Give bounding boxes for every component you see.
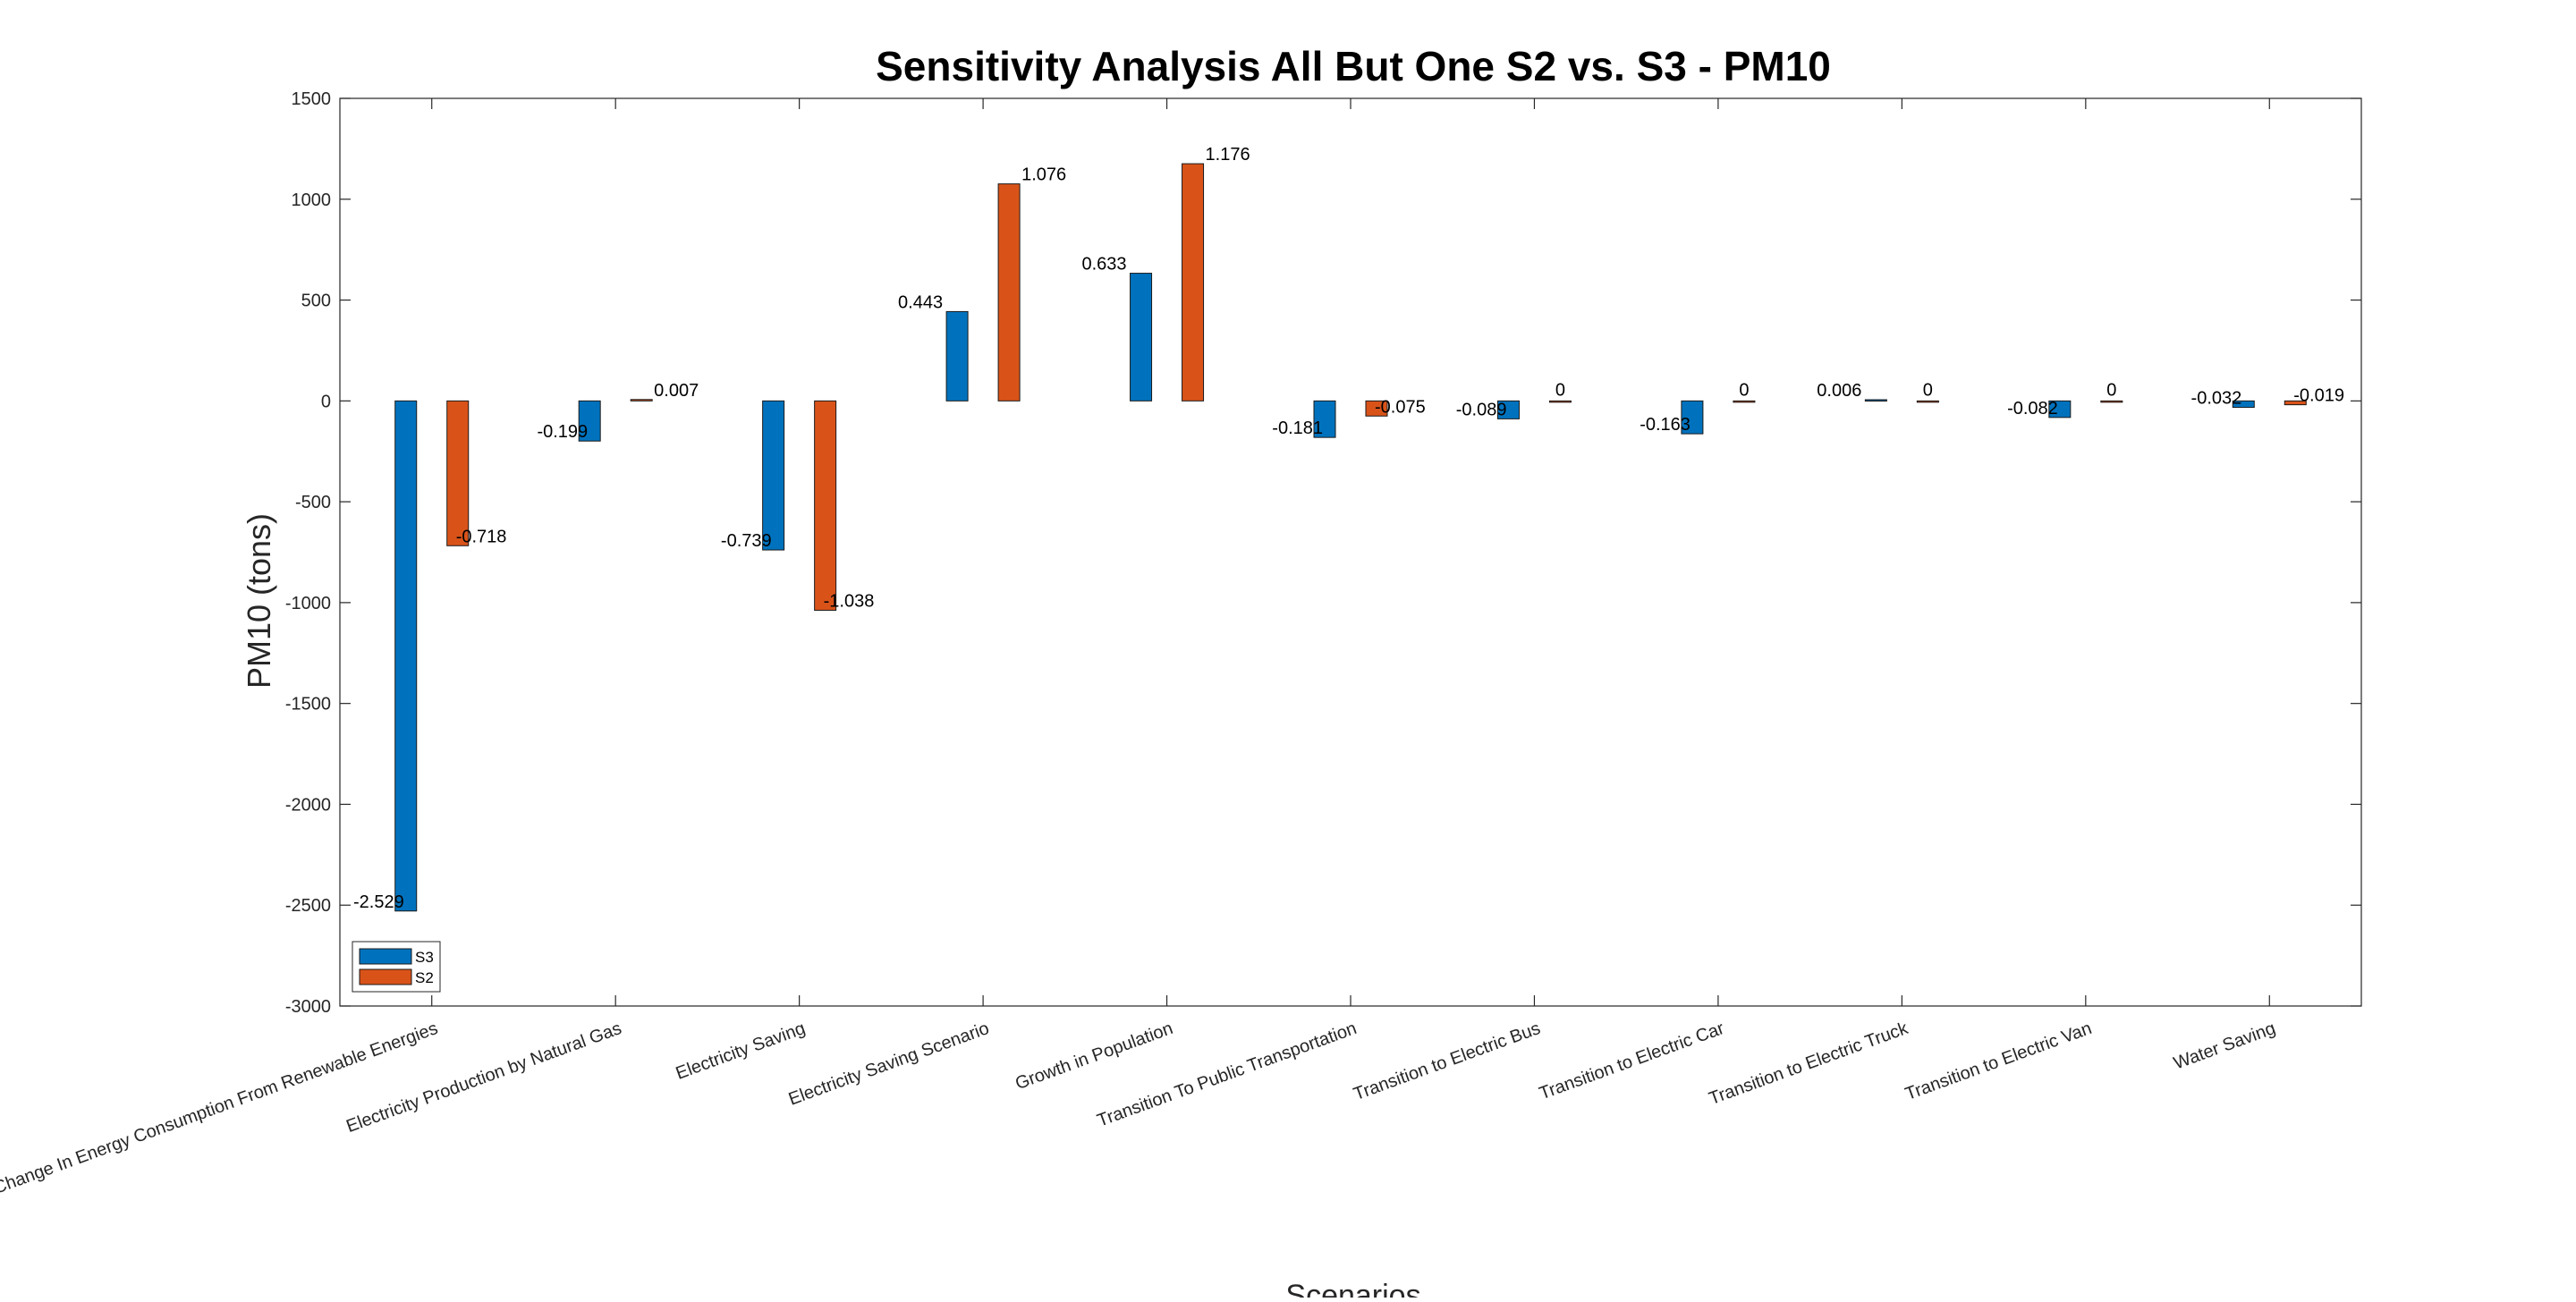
data-label-s2: 0 [1555, 380, 1565, 400]
data-label-s2: 1.176 [1206, 145, 1250, 165]
y-tick-label: 1500 [292, 89, 332, 109]
bar-s3 [2232, 400, 2255, 409]
data-label-s3: -0.082 [2007, 399, 2058, 418]
x-tick-label: Electricity Saving [674, 1019, 809, 1084]
plot-area: -3000 -2500 -2000 -1500 -1000 -500 0 500 1000 150… [0, 89, 2362, 1198]
data-label-s3: -0.089 [1456, 400, 1507, 419]
x-tick-label: Transition to Electric Truck [1707, 1019, 1911, 1109]
bar-s3 [1681, 400, 1704, 435]
bar-s3 [945, 310, 969, 402]
data-label-s3: -0.199 [537, 422, 588, 442]
data-label-s2: 1.076 [1021, 165, 1066, 185]
data-label-s3: 0.443 [898, 292, 943, 312]
x-tick-label: Transition to Electric Bus [1351, 1019, 1543, 1104]
x-tick-label: Water Saving [2171, 1019, 2278, 1073]
y-tick-label: -1500 [285, 695, 331, 714]
bar-s3 [2048, 400, 2072, 418]
legend-swatch-s3 [359, 948, 412, 965]
bar-s2 [997, 183, 1021, 402]
y-tick-label: -2500 [285, 896, 331, 916]
legend-label-s3: S3 [415, 949, 434, 966]
bar-s2 [1733, 400, 1756, 403]
bar-s2 [630, 399, 653, 402]
bar-s2 [814, 400, 837, 611]
bar-s3 [1496, 400, 1520, 419]
x-tick-label: Transition to Electric Car [1537, 1019, 1727, 1103]
x-axis-label: Scenarios [1285, 1279, 1420, 1298]
y-tick-label: 500 [301, 292, 331, 311]
bar-s2 [2100, 400, 2123, 403]
bar-s3 [1864, 399, 1887, 402]
data-label-s3: -0.032 [2191, 389, 2242, 409]
legend-swatch-s2 [359, 968, 412, 985]
x-tick-label: Electricity Saving Scenario [786, 1019, 992, 1110]
bar-s3 [1130, 273, 1153, 402]
bar-s2 [1365, 400, 1388, 417]
y-tick-label: -1000 [285, 594, 331, 613]
data-label-s3: -0.739 [721, 531, 772, 551]
bar-s2 [1916, 400, 1939, 403]
y-tick-label: 0 [321, 392, 331, 411]
data-label-s2: 0 [1923, 380, 1933, 400]
x-tick-label: Transition to Electric Van [1902, 1019, 2094, 1104]
y-tick-label: -500 [295, 493, 331, 512]
data-label-s2: 0.007 [654, 381, 699, 401]
x-tick-label: Growth in Population [1013, 1019, 1175, 1094]
bar-s3 [578, 400, 601, 442]
bar-s3 [762, 400, 785, 551]
bar-s3 [394, 400, 418, 912]
bar-s3 [1313, 400, 1336, 438]
data-label-s2: -1.038 [824, 591, 875, 611]
data-label-s2: -0.718 [456, 527, 507, 546]
data-label-s3: -0.181 [1272, 418, 1323, 438]
plot-frame [339, 97, 2362, 1007]
y-tick-label: -3000 [285, 997, 331, 1017]
data-label-s3: -2.529 [353, 892, 404, 912]
y-tick-label: -2000 [285, 795, 331, 815]
bar-s2 [2284, 400, 2307, 406]
bar-s2 [1548, 400, 1572, 403]
data-label-s2: 0 [1739, 380, 1749, 400]
y-tick-label: 1000 [292, 190, 332, 210]
legend-label-s2: S2 [415, 969, 434, 986]
data-label-s2: 0 [2106, 380, 2116, 400]
data-label-s3: -0.163 [1640, 415, 1690, 435]
data-label-s2: -0.019 [2293, 386, 2344, 406]
bar-s2 [446, 400, 470, 546]
y-axis-label: PM10 (tons) [241, 513, 277, 689]
bar-s2 [1182, 163, 1205, 402]
data-label-s2: -0.075 [1375, 397, 1426, 417]
data-label-s3: 0.633 [1081, 255, 1126, 275]
data-label-s3: 0.006 [1817, 381, 1861, 401]
chart-title: Sensitivity Analysis All But One S2 vs. … [876, 43, 1831, 89]
